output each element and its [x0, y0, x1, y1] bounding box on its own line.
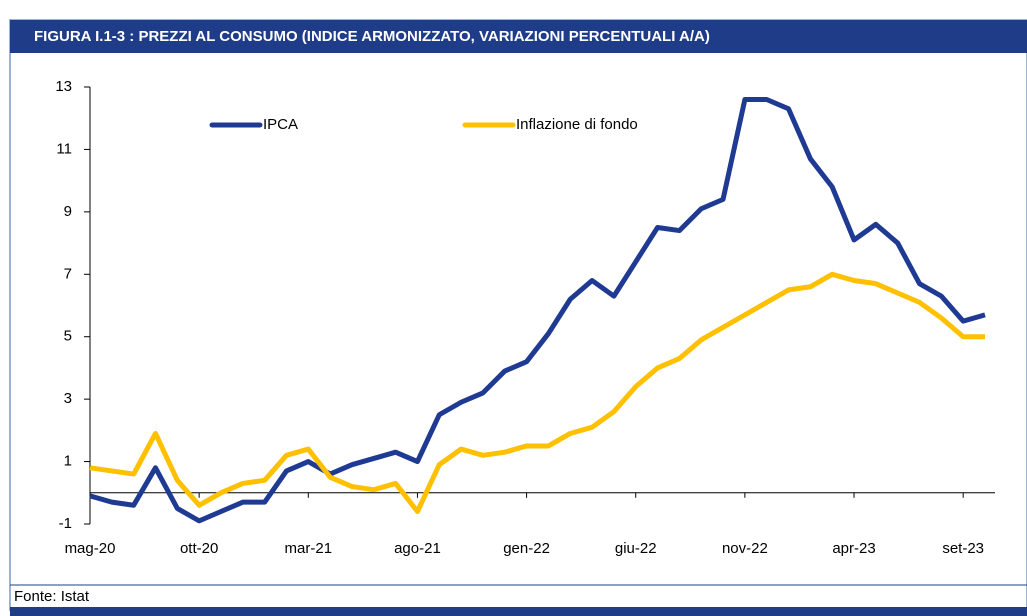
- frame: [9, 19, 1027, 611]
- y-tick-label: 1: [64, 453, 72, 470]
- y-tick-label: 11: [56, 140, 72, 157]
- y-tick-label: 9: [64, 203, 72, 220]
- legend-label: Inflazione di fondo: [516, 116, 638, 133]
- x-tick-label: ott-20: [180, 540, 218, 557]
- footer-bar: [10, 607, 1027, 616]
- y-tick-label: -1: [59, 515, 72, 532]
- series-line: [89, 96, 986, 524]
- source: Fonte: Istat: [14, 588, 90, 605]
- x-tick-label: giu-22: [615, 540, 657, 557]
- title-bar: [10, 20, 1027, 53]
- y-tick-label: 5: [64, 328, 72, 345]
- y-tick-label: 3: [64, 390, 72, 407]
- chart-title: FIGURA I.1-3 : PREZZI AL CONSUMO (INDICE…: [34, 28, 710, 45]
- x-tick-label: nov-22: [722, 540, 768, 557]
- y-tick-label: 13: [55, 78, 72, 95]
- x-tick-label: mar-21: [285, 540, 333, 557]
- series-line: [89, 271, 985, 515]
- x-tick-label: ago-21: [394, 540, 441, 557]
- y-tick-label: 7: [64, 265, 72, 282]
- x-tick-label: apr-23: [832, 540, 875, 557]
- x-tick-label: mag-20: [65, 540, 116, 557]
- x-tick-label: gen-22: [503, 540, 550, 557]
- legend-label: IPCA: [263, 116, 298, 133]
- x-tick-label: set-23: [942, 540, 984, 557]
